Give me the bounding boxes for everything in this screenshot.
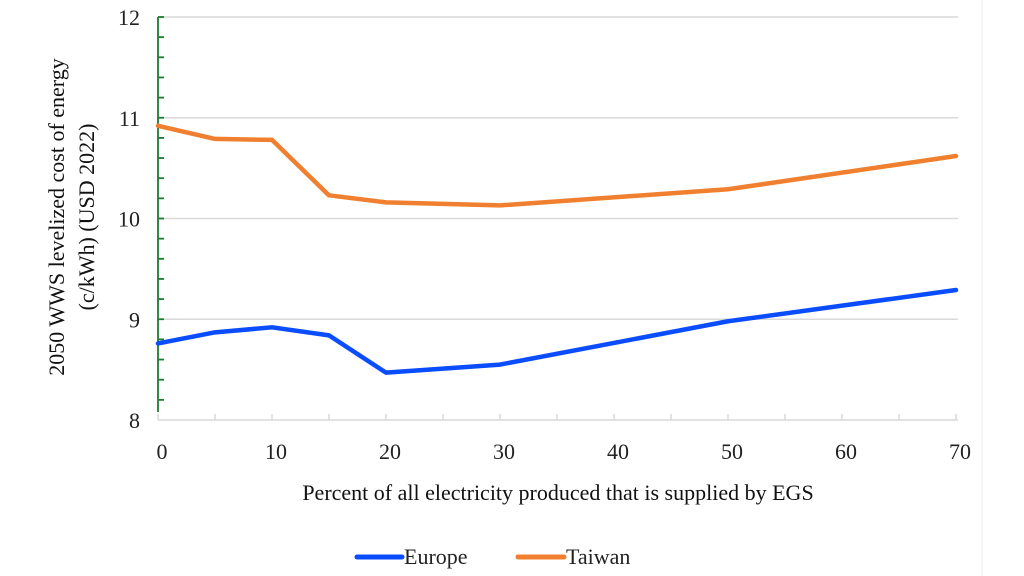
y-axis-title-line-2: (c/kWh) (USD 2022)	[74, 124, 99, 311]
x-tick-label: 30	[493, 439, 515, 464]
x-tick-label: 60	[835, 439, 857, 464]
x-tick-label: 70	[949, 439, 971, 464]
series-line-europe	[155, 287, 959, 375]
x-tick-label: 0	[157, 439, 168, 464]
x-tick-label: 10	[265, 439, 287, 464]
y-tick-label: 12	[118, 5, 140, 30]
x-axis	[157, 414, 958, 421]
legend-label-taiwan: Taiwan	[566, 544, 630, 569]
legend-label-europe: Europe	[404, 544, 468, 569]
x-tick-labels: 0 10 20 30 40 50 60 70	[157, 439, 972, 464]
x-tick-label: 20	[379, 439, 401, 464]
x-axis-title: Percent of all electricity produced that…	[302, 480, 813, 505]
y-tick-label: 8	[129, 408, 140, 433]
gridlines	[158, 16, 958, 320]
y-tick-label: 10	[118, 207, 140, 232]
y-axis	[157, 16, 164, 412]
legend: Europe Taiwan	[354, 544, 630, 569]
y-tick-label: 9	[129, 307, 140, 332]
y-tick-labels: 8 9 10 11 12	[118, 5, 140, 433]
series-lines	[155, 123, 959, 375]
y-axis-title-line-1: 2050 WWS levelized cost of energy	[44, 58, 69, 376]
x-tick-label: 40	[607, 439, 629, 464]
series-line-taiwan	[155, 123, 959, 208]
y-tick-label: 11	[119, 106, 140, 131]
x-tick-label: 50	[721, 439, 743, 464]
